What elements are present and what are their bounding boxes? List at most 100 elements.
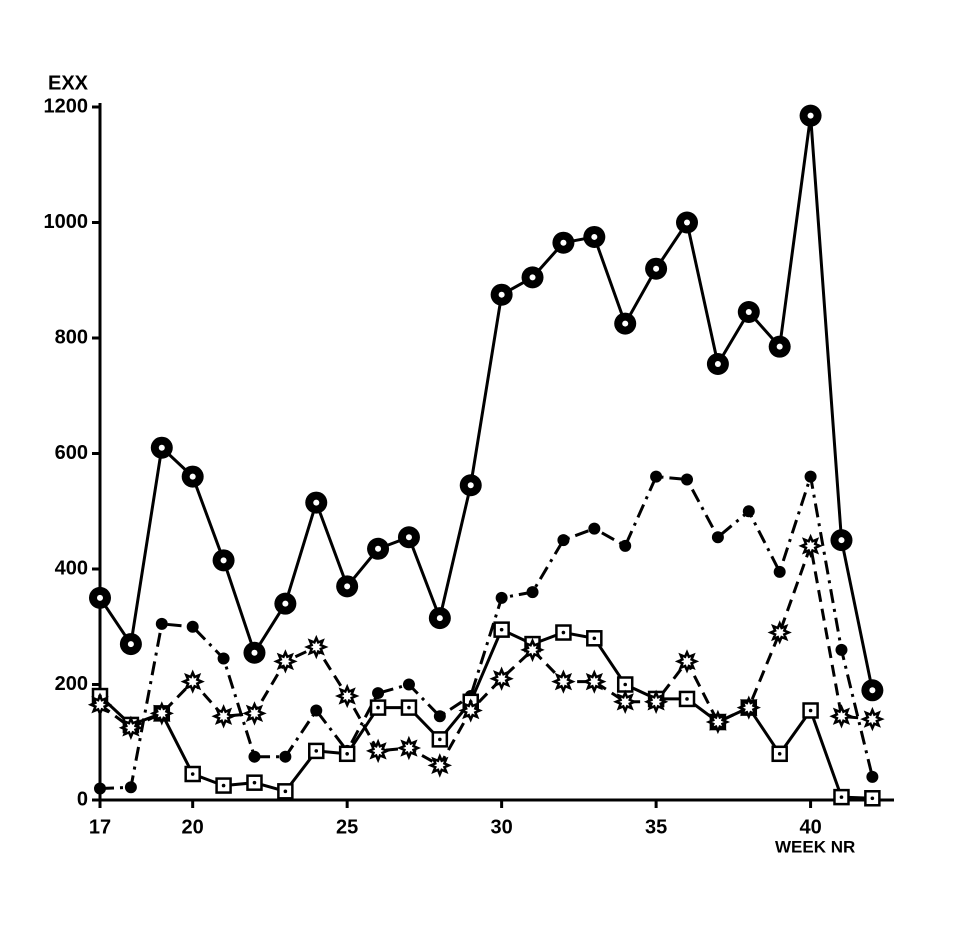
marker xyxy=(124,781,137,794)
marker xyxy=(705,709,731,735)
x-tick-label: 17 xyxy=(89,816,111,838)
marker-center xyxy=(436,615,443,622)
marker xyxy=(334,683,360,709)
marker xyxy=(273,649,298,674)
marker-center xyxy=(376,705,380,710)
marker xyxy=(186,620,199,633)
marker-center xyxy=(653,265,660,272)
marker-center xyxy=(684,219,691,226)
marker-center xyxy=(776,343,783,350)
marker xyxy=(526,586,539,599)
marker xyxy=(279,750,292,763)
marker-center xyxy=(467,482,474,489)
marker-center xyxy=(314,749,319,753)
marker-center xyxy=(777,752,782,756)
marker-center xyxy=(838,537,845,544)
y-tick-label: 1000 xyxy=(44,211,89,233)
marker xyxy=(613,689,638,714)
marker-center xyxy=(807,112,814,119)
marker-center xyxy=(685,697,689,701)
y-tick-label: 800 xyxy=(55,326,88,348)
marker xyxy=(180,669,205,694)
marker xyxy=(650,470,663,483)
marker xyxy=(773,565,786,578)
y-tick-label: 200 xyxy=(55,673,88,695)
marker xyxy=(736,695,761,720)
marker xyxy=(619,539,632,552)
y-tick-label: 400 xyxy=(55,557,88,579)
y-tick-label: 0 xyxy=(77,788,88,810)
marker-center xyxy=(839,795,844,799)
series-line xyxy=(99,475,874,790)
marker xyxy=(372,687,385,700)
marker xyxy=(557,534,570,547)
marker xyxy=(396,735,422,761)
marker xyxy=(458,698,483,723)
marker xyxy=(427,753,453,778)
marker xyxy=(835,643,848,656)
marker xyxy=(155,617,168,630)
y-tick-label: 600 xyxy=(55,442,88,464)
marker-center xyxy=(622,320,629,327)
series-line xyxy=(98,115,874,691)
marker-center xyxy=(158,444,165,451)
x-axis-label: WEEK NR xyxy=(775,837,855,856)
marker-center xyxy=(313,499,320,506)
marker-center xyxy=(283,789,288,794)
marker-center xyxy=(345,752,349,756)
marker-center xyxy=(405,534,412,541)
marker-center xyxy=(251,649,258,656)
marker xyxy=(551,669,576,694)
marker-center xyxy=(561,630,566,635)
marker xyxy=(742,505,755,518)
marker xyxy=(118,715,144,740)
marker-center xyxy=(498,291,505,298)
y-tick-label: 1200 xyxy=(44,95,89,117)
marker xyxy=(829,704,854,729)
marker-center xyxy=(97,594,103,601)
marker-center xyxy=(189,473,196,480)
marker xyxy=(402,678,415,691)
marker-center xyxy=(870,796,875,801)
marker xyxy=(304,634,329,660)
marker xyxy=(489,666,514,691)
marker-center xyxy=(220,557,227,564)
y-axis-label: EXX xyxy=(48,72,89,94)
marker xyxy=(217,652,230,665)
x-tick-label: 30 xyxy=(491,816,513,838)
marker xyxy=(582,669,607,694)
marker-center xyxy=(745,309,752,316)
marker-center xyxy=(808,708,813,713)
marker xyxy=(520,637,545,663)
marker xyxy=(674,649,700,674)
marker-center xyxy=(560,239,567,246)
marker xyxy=(87,692,113,717)
marker-center xyxy=(252,780,257,785)
marker-center xyxy=(499,627,504,632)
marker xyxy=(643,689,669,714)
marker-center xyxy=(190,772,195,776)
marker-center xyxy=(529,274,536,281)
marker xyxy=(711,531,724,544)
marker-center xyxy=(344,583,351,590)
marker xyxy=(495,591,508,604)
marker xyxy=(248,750,261,763)
marker-center xyxy=(869,687,876,694)
marker xyxy=(860,706,885,732)
marker xyxy=(310,704,323,717)
marker-center xyxy=(127,641,134,648)
marker xyxy=(242,701,267,726)
marker-center xyxy=(407,705,411,710)
marker-center xyxy=(591,233,598,240)
marker xyxy=(804,470,817,483)
marker xyxy=(365,738,391,764)
marker-center xyxy=(438,737,442,742)
x-tick-label: 25 xyxy=(336,816,358,838)
marker xyxy=(798,533,823,559)
marker xyxy=(149,701,174,726)
marker xyxy=(433,710,446,723)
series-line xyxy=(99,540,873,768)
marker-center xyxy=(714,360,721,367)
marker-center xyxy=(375,545,382,552)
